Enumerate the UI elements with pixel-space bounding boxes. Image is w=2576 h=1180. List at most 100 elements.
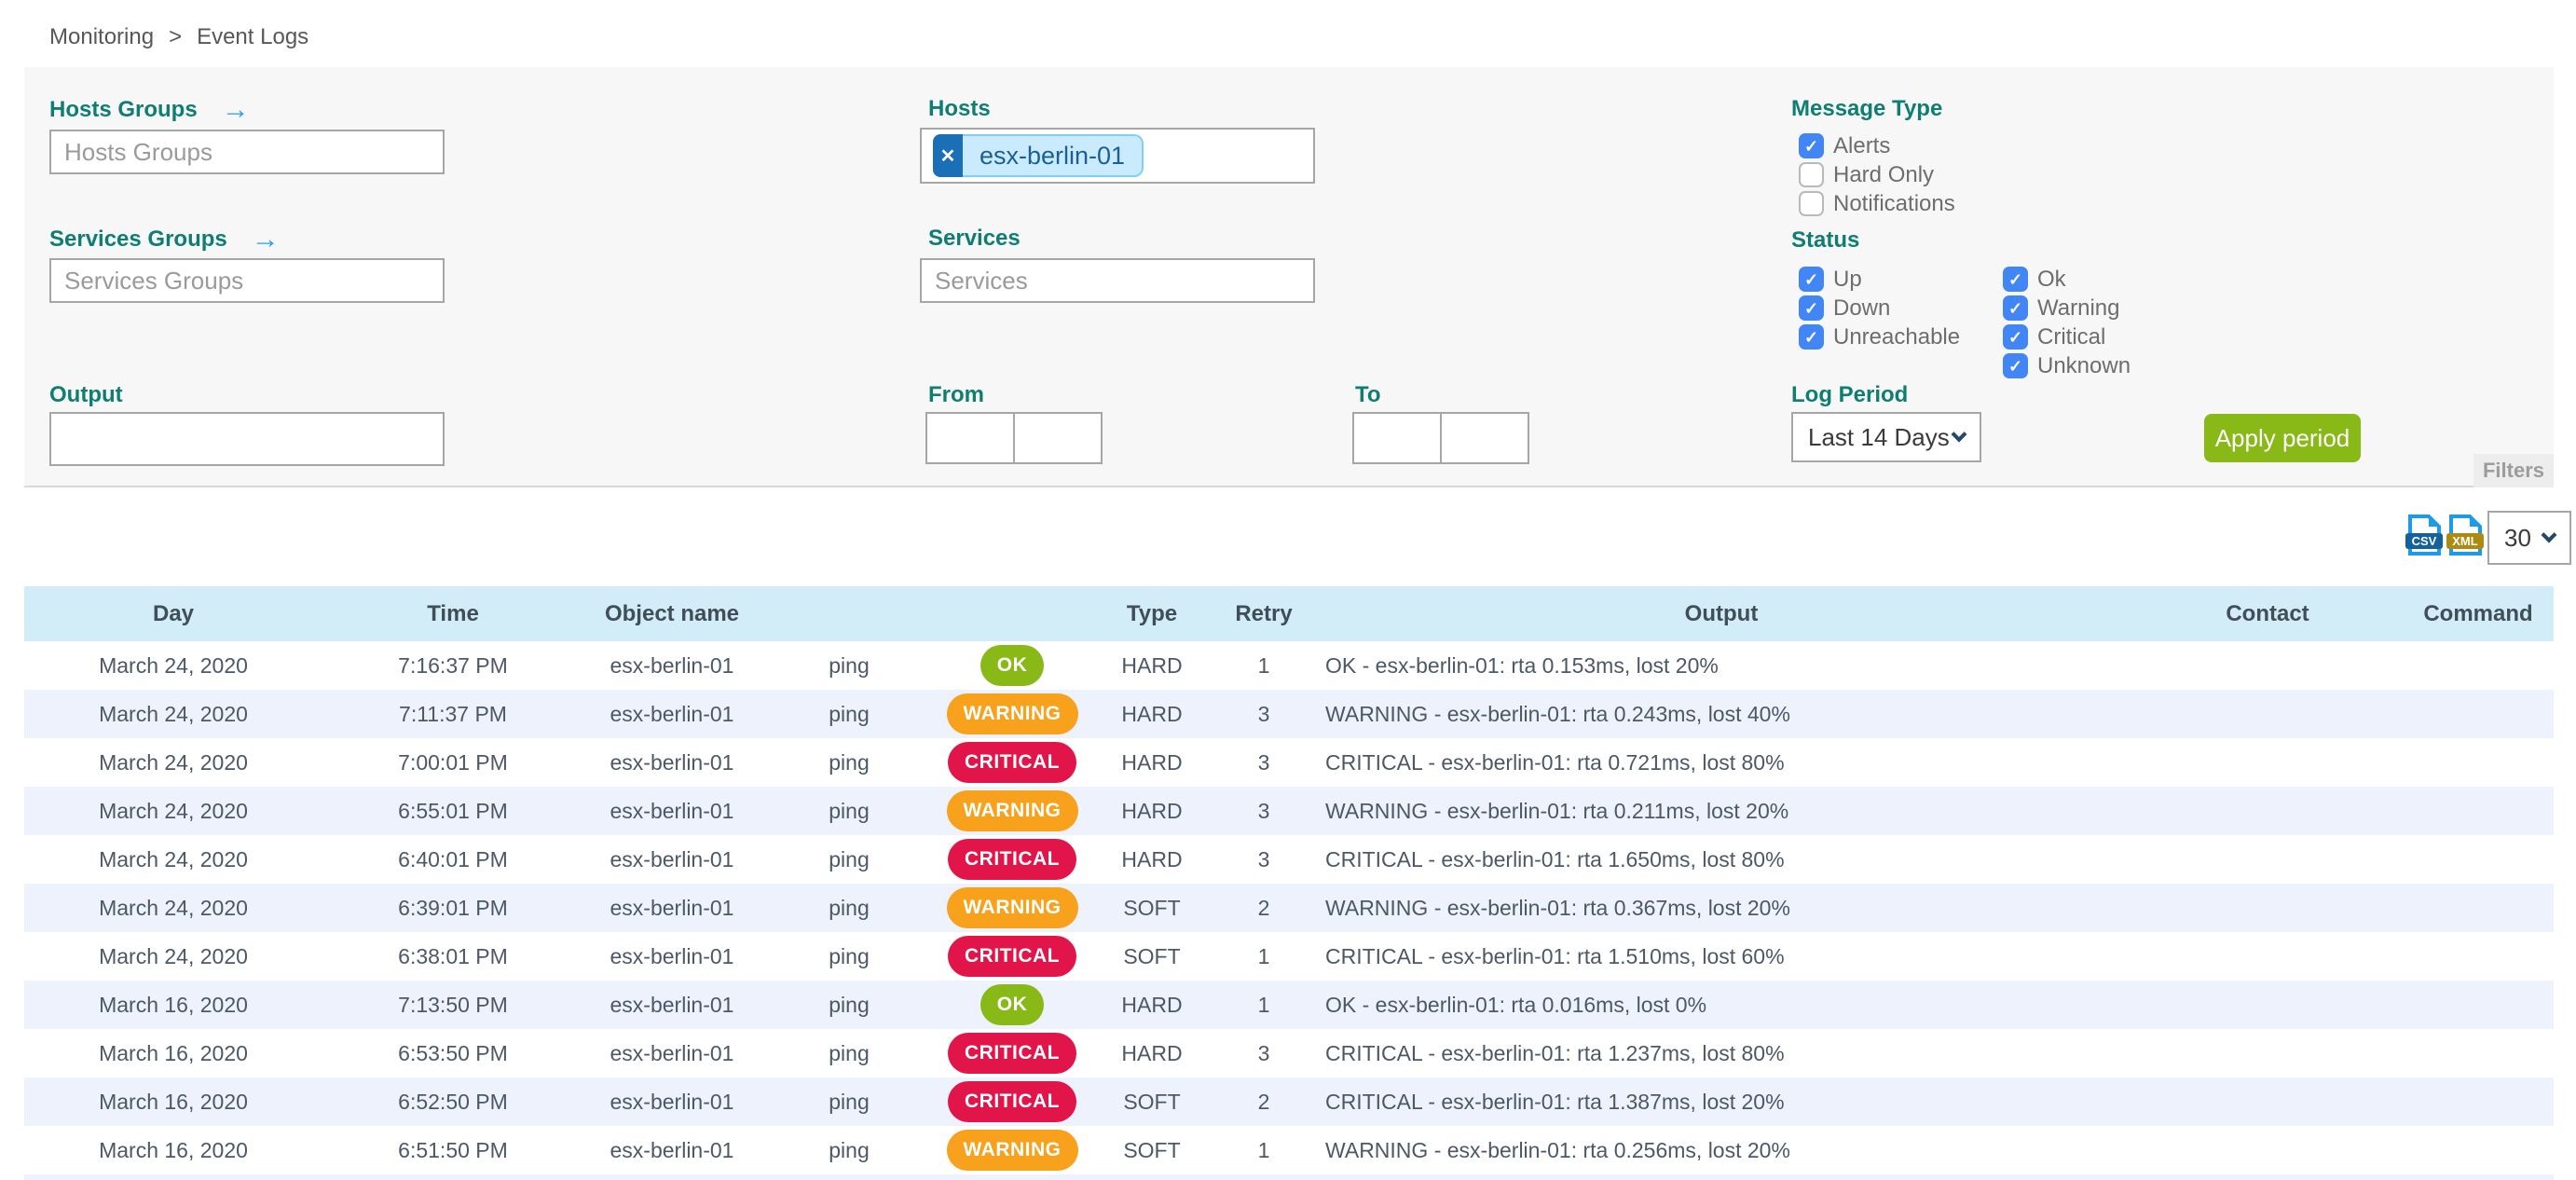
checkbox-unknown[interactable]: Unknown xyxy=(2003,353,2131,378)
cell-output: CRITICAL - esx-berlin-01: rta 1.510ms, l… xyxy=(1325,943,1785,968)
cell-retry: 3 xyxy=(1257,1040,1270,1065)
cell-day: March 16, 2020 xyxy=(99,1089,248,1114)
column-header-retry[interactable]: Retry xyxy=(1217,586,1310,641)
checkbox-down[interactable]: Down xyxy=(1799,295,1960,321)
checkbox-alerts[interactable]: Alerts xyxy=(1799,133,1955,158)
cell-status: CRITICAL xyxy=(938,835,1087,884)
checkbox-critical[interactable]: Critical xyxy=(2003,324,2131,350)
cell-time: 7:00:01 PM xyxy=(398,749,508,775)
services-groups-input[interactable] xyxy=(49,258,445,303)
column-header-day[interactable]: Day xyxy=(24,586,322,641)
table-row: March 24, 2020 7:16:37 PM esx-berlin-01 … xyxy=(24,641,2554,690)
cell-output: CRITICAL - esx-berlin-01: rta 1.650ms, l… xyxy=(1325,846,1785,871)
hosts-input[interactable]: ✕ esx-berlin-01 xyxy=(920,128,1315,184)
status-badge: CRITICAL xyxy=(948,1081,1076,1122)
to-time-input[interactable] xyxy=(1440,412,1529,464)
cell-object: esx-berlin-01 xyxy=(610,652,734,678)
cell-command xyxy=(2403,787,2554,835)
checkbox-hard-only[interactable]: Hard Only xyxy=(1799,162,1955,187)
cell-status: CRITICAL xyxy=(938,932,1087,981)
column-header-object-name[interactable]: Object name xyxy=(583,586,760,641)
column-header-output[interactable]: Output xyxy=(1310,586,2132,641)
status-badge: CRITICAL xyxy=(948,839,1076,880)
arrow-right-icon[interactable]: → xyxy=(221,94,250,125)
services-groups-label: Services Groups xyxy=(49,226,227,252)
cell-output: WARNING - esx-berlin-01: rta 0.367ms, lo… xyxy=(1325,895,1790,920)
log-period-select[interactable]: Last 14 Days xyxy=(1791,412,1981,462)
cell-status: OK xyxy=(938,981,1087,1029)
table-row: March 16, 2020 7:13:50 PM esx-berlin-01 … xyxy=(24,981,2554,1029)
checkbox-icon xyxy=(1799,295,1824,321)
status-badge: WARNING xyxy=(946,790,1078,831)
cell-retry: 3 xyxy=(1257,749,1270,775)
apply-period-button[interactable]: Apply period xyxy=(2204,414,2361,462)
cell-output: WARNING - esx-berlin-01: rta 0.211ms, lo… xyxy=(1325,798,1789,823)
cell-service: ping xyxy=(829,749,870,775)
services-input[interactable] xyxy=(920,258,1315,303)
cell-output: CRITICAL - esx-berlin-01: rta 0.721ms, l… xyxy=(1325,749,1785,775)
services-label-row: Services xyxy=(928,226,1021,252)
checkbox-warning[interactable]: Warning xyxy=(2003,295,2131,321)
column-header-time[interactable]: Time xyxy=(322,586,583,641)
status-badge: OK xyxy=(980,984,1045,1025)
arrow-right-icon[interactable]: → xyxy=(251,224,280,254)
export-xml-button[interactable]: XML xyxy=(2446,514,2484,561)
column-header-type[interactable]: Type xyxy=(1087,586,1217,641)
status-badge: CRITICAL xyxy=(948,936,1076,977)
cell-output: CRITICAL - esx-berlin-01: rta 1.237ms, l… xyxy=(1325,1040,1785,1065)
cell-type: HARD xyxy=(1121,749,1183,775)
cell-object: esx-berlin-01 xyxy=(610,1137,734,1162)
cell-type: SOFT xyxy=(1123,1089,1181,1114)
to-date-input[interactable] xyxy=(1352,412,1442,464)
cell-contact xyxy=(2132,932,2403,981)
cell-object: esx-berlin-01 xyxy=(610,701,734,726)
hosts-groups-input[interactable] xyxy=(49,130,445,174)
cell-object: esx-berlin-01 xyxy=(610,749,734,775)
chevron-down-icon xyxy=(1951,426,1967,443)
cell-status: CRITICAL xyxy=(938,738,1087,787)
services-groups-label-row: Services Groups → xyxy=(49,226,280,254)
status-badge: WARNING xyxy=(946,693,1078,734)
cell-day: March 24, 2020 xyxy=(99,701,248,726)
page-size-value: 30 xyxy=(2504,523,2531,552)
column-header-command[interactable]: Command xyxy=(2403,586,2554,641)
cell-service: ping xyxy=(829,846,870,871)
checkbox-ok[interactable]: Ok xyxy=(2003,267,2131,292)
export-csv-button[interactable]: CSV xyxy=(2405,514,2443,561)
cell-command xyxy=(2403,1126,2554,1174)
event-log-table: Day Time Object name Type Retry Output C… xyxy=(24,586,2554,1180)
breadcrumb-event-logs[interactable]: Event Logs xyxy=(197,24,309,49)
log-period-value: Last 14 Days xyxy=(1808,422,1950,451)
cell-contact xyxy=(2132,738,2403,787)
from-time-input[interactable] xyxy=(1013,412,1103,464)
from-date-input[interactable] xyxy=(925,412,1015,464)
checkbox-notifications[interactable]: Notifications xyxy=(1799,191,1955,216)
chip-remove-icon[interactable]: ✕ xyxy=(933,134,963,177)
cell-status: CRITICAL xyxy=(938,1077,1087,1126)
filters-tab[interactable]: Filters xyxy=(2473,454,2554,487)
cell-output: OK - esx-berlin-01: rta 0.016ms, lost 0% xyxy=(1325,992,1707,1017)
checkbox-icon xyxy=(2003,324,2028,350)
checkbox-up[interactable]: Up xyxy=(1799,267,1960,292)
table-row: March 24, 2020 7:11:37 PM esx-berlin-01 … xyxy=(24,690,2554,738)
cell-status: WARNING xyxy=(938,884,1087,932)
cell-status: WARNING xyxy=(938,690,1087,738)
hosts-label-row: Hosts xyxy=(928,96,991,122)
cell-command xyxy=(2403,690,2554,738)
checkbox-label: Unknown xyxy=(2037,352,2131,378)
checkbox-icon xyxy=(1799,133,1824,158)
from-label: From xyxy=(928,382,984,407)
checkbox-icon xyxy=(1799,162,1824,187)
cell-object: esx-berlin-01 xyxy=(610,846,734,871)
output-input[interactable] xyxy=(49,412,445,466)
cell-day: March 24, 2020 xyxy=(99,943,248,968)
column-header-contact[interactable]: Contact xyxy=(2132,586,2403,641)
checkbox-unreachable[interactable]: Unreachable xyxy=(1799,324,1960,350)
breadcrumb-monitoring[interactable]: Monitoring xyxy=(49,24,155,49)
cell-output: OK - esx-berlin-01: rta 0.153ms, lost 20… xyxy=(1325,652,1719,678)
page-size-select[interactable]: 30 xyxy=(2487,511,2571,565)
cell-time: 6:51:50 PM xyxy=(398,1137,508,1162)
cell-contact xyxy=(2132,1126,2403,1174)
cell-status: WARNING xyxy=(938,1126,1087,1174)
cell-type: HARD xyxy=(1121,701,1183,726)
